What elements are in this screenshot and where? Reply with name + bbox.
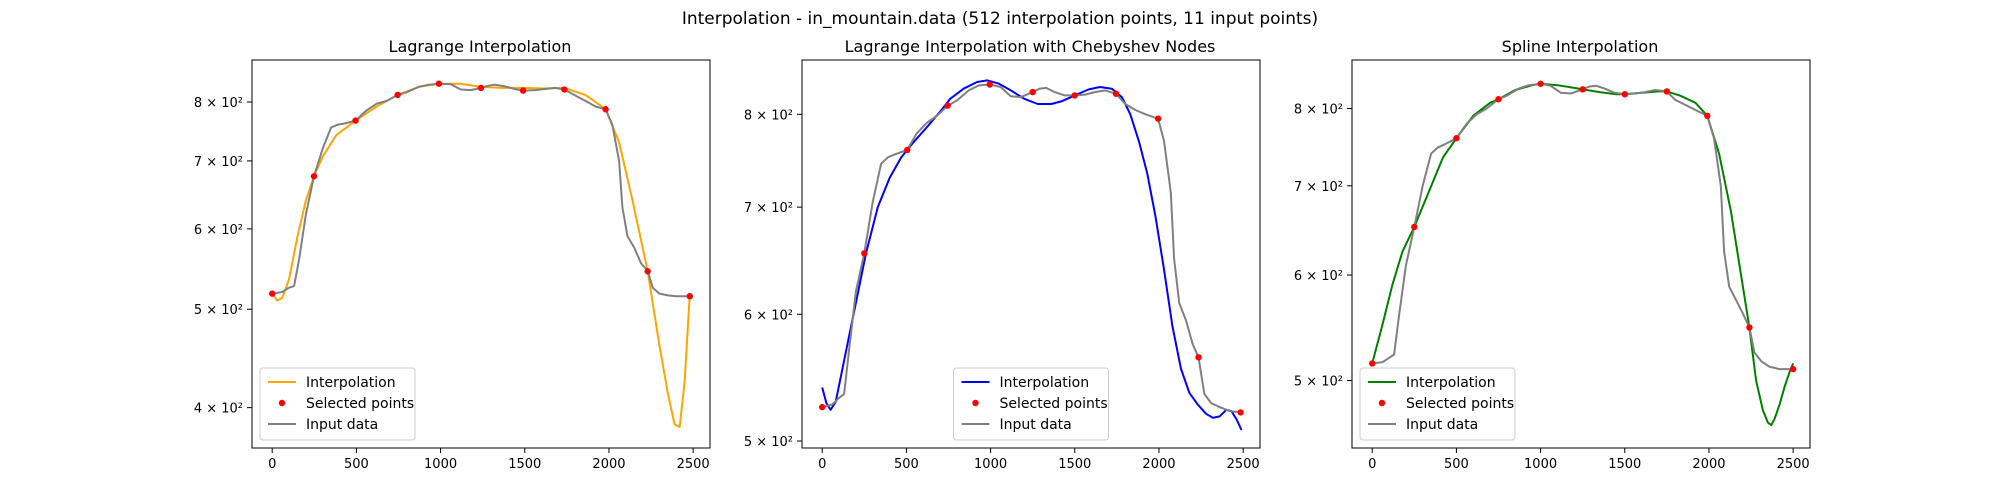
selected-point	[352, 117, 359, 124]
selected-point	[644, 268, 651, 275]
selected-point	[1237, 409, 1244, 416]
x-tick-label: 2500	[1777, 457, 1810, 472]
x-tick-label: 1000	[974, 457, 1007, 472]
y-tick-label: 4 × 10²	[194, 402, 243, 417]
selected-point	[904, 146, 911, 154]
x-tick-label: 1500	[508, 457, 541, 472]
selected-point	[1621, 91, 1628, 98]
legend-label: Selected points	[306, 396, 414, 412]
selected-point	[1746, 324, 1753, 331]
legend-box	[259, 367, 416, 441]
x-tick-label: 2000	[1142, 457, 1175, 472]
x-tick-label: 1000	[1524, 457, 1557, 472]
panel-3-title: Spline Interpolation	[1502, 37, 1659, 56]
selected-point	[1029, 88, 1036, 96]
x-tick-label: 0	[268, 457, 276, 472]
y-tick-label: 5 × 10²	[194, 303, 243, 318]
legend-label: Input data	[306, 417, 378, 433]
y-tick-label: 7 × 10²	[194, 155, 243, 170]
legend-label: Interpolation	[306, 375, 396, 391]
panel-lagrange-chebyshev: 0 500 1000 1500 2000 2500 5 × 10² 6 × 10² 7 × 10…	[744, 59, 1261, 472]
selected-point	[1411, 223, 1418, 231]
legend-marker-dot	[278, 399, 286, 407]
selected-point	[394, 91, 401, 99]
x-tick-label: 500	[894, 457, 919, 472]
x-tick-label: 1500	[1608, 457, 1641, 472]
x-tick-label: 1000	[424, 457, 457, 472]
y-tick-label: 7 × 10²	[744, 201, 793, 216]
selected-point	[819, 403, 826, 411]
selected-point	[1071, 92, 1078, 99]
x-tick-label: 1500	[1058, 457, 1091, 472]
selected-point	[310, 173, 318, 180]
selected-point	[1112, 90, 1120, 97]
legend-label: Interpolation	[1406, 375, 1496, 391]
selected-point	[1537, 80, 1544, 87]
series-line-interpolation	[821, 79, 1243, 431]
selected-point	[1154, 115, 1162, 122]
legend-label: Selected points	[1406, 396, 1514, 412]
selected-point	[1789, 365, 1797, 373]
legend-label: Input data	[1000, 417, 1072, 433]
series-line-input-data	[1372, 82, 1794, 371]
legend-label: Selected points	[1000, 396, 1108, 412]
panel-lagrange: 0 500 1000 1500 2000 2500 4 × 10² 5 × 10² 6 × 10…	[194, 59, 711, 472]
y-tick-label: 7 × 10²	[1294, 180, 1343, 195]
y-tick-label: 5 × 10²	[744, 435, 793, 450]
y-tick-label: 8 × 10²	[744, 108, 793, 123]
legend-marker-dot	[972, 399, 979, 407]
selected-point	[561, 86, 568, 93]
legend-label: Interpolation	[1000, 375, 1090, 391]
x-tick-label: 2000	[592, 457, 625, 472]
y-tick-label: 8 × 10²	[1294, 103, 1343, 118]
y-tick-label: 6 × 10²	[1294, 269, 1343, 284]
panel-2-title: Lagrange Interpolation with Chebyshev No…	[845, 37, 1216, 56]
x-tick-label: 2000	[1692, 457, 1725, 472]
selected-point	[477, 84, 485, 92]
selected-point	[435, 80, 443, 87]
selected-point	[944, 102, 951, 109]
x-tick-label: 500	[344, 457, 369, 472]
y-tick-label: 6 × 10²	[194, 223, 243, 238]
selected-point	[1579, 86, 1586, 93]
selected-point	[1453, 135, 1460, 142]
x-tick-label: 2500	[677, 457, 710, 472]
panel-spline: 0 500 1000 1500 2000 2500 5 × 10² 6 × 10² 7 × 10…	[1294, 59, 1811, 472]
selected-point	[1369, 360, 1376, 367]
x-tick-label: 500	[1444, 457, 1469, 472]
series-line-input-data	[272, 82, 690, 298]
y-tick-label: 8 × 10²	[194, 96, 243, 111]
selected-point	[519, 87, 527, 94]
series-line-input-data	[821, 83, 1241, 414]
panel-1-title: Lagrange Interpolation	[389, 37, 572, 56]
figure-suptitle: Interpolation - in_mountain.data (512 in…	[682, 9, 1318, 29]
selected-point	[269, 290, 276, 297]
y-tick-label: 5 × 10²	[1294, 375, 1343, 390]
selected-point	[1195, 354, 1202, 361]
x-tick-label: 0	[818, 457, 826, 472]
x-tick-label: 2500	[1227, 457, 1260, 472]
y-tick-label: 6 × 10²	[744, 308, 793, 323]
legend-label: Input data	[1406, 417, 1478, 433]
selected-point	[1704, 112, 1711, 120]
selected-point	[1663, 88, 1671, 95]
selected-point	[861, 250, 868, 257]
selected-point	[602, 106, 609, 113]
legend-marker-dot	[1378, 399, 1386, 407]
legend-box	[1359, 367, 1516, 441]
x-tick-label: 0	[1368, 457, 1376, 472]
selected-point	[686, 293, 693, 300]
selected-point	[986, 81, 993, 88]
selected-point	[1495, 96, 1502, 103]
legend-box	[953, 367, 1109, 441]
